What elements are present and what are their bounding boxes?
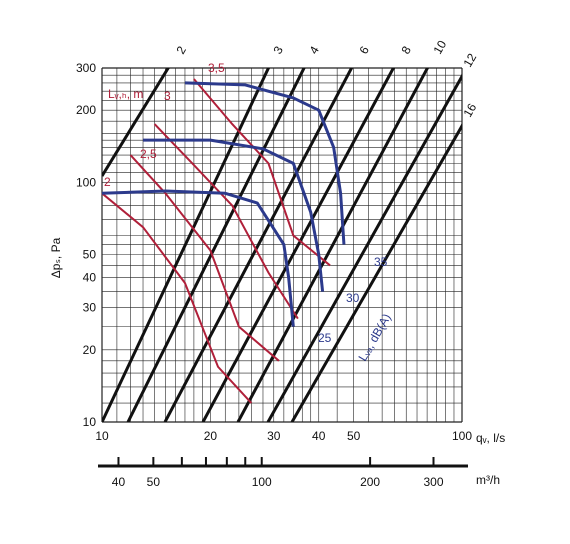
blue-curve-label: 30 [346,291,360,305]
diagonal-line [201,68,396,422]
x-tick-label: 40 [312,429,326,443]
diagonal-label: 3 [270,43,286,56]
red-curve [129,154,280,362]
red-curve-label: 2,5 [140,147,157,161]
blue-curve-label: 35 [374,255,388,269]
x-tick-label: 100 [452,429,472,443]
y-tick-label: 10 [83,415,97,429]
diagonal-lines [102,68,462,422]
x2-tick-label: 100 [252,475,272,489]
diagonal-label: 2 [173,43,189,56]
secondary-axis: 40 50 100 200 300 [98,457,468,489]
red-curve-label: 3 [164,89,171,103]
diagonal-label: 4 [306,43,322,56]
grid [101,67,463,423]
blue-curve [184,81,346,245]
red-curve [101,192,253,404]
y-tick-label: 40 [83,271,97,285]
diagonal-label: 16 [460,101,479,120]
red-legend-label: Lᵥ,ₕ, m [108,87,143,101]
diagonal-label: 12 [460,51,479,70]
diagonal-line [163,68,354,422]
blue-curves: 25 30 35 [101,81,388,345]
blue-legend-label: Lᵥₐ, dB(A) [355,311,393,363]
x2-tick-label: 300 [423,475,443,489]
red-curve [153,123,299,320]
diagonal-line [290,122,462,422]
diagonal-line [266,73,462,422]
red-curve-label: 2 [104,175,111,189]
y-tick-label: 200 [76,103,96,117]
y-tick-label: 20 [83,343,97,357]
x2-tick-label: 50 [147,475,161,489]
tick-labels: 10 20 30 40 50 100 200 300 10 20 30 40 50 100 [76,61,472,443]
x-axis-label: qᵥ, l/s [476,431,505,445]
diagonal-line [126,68,306,422]
x-tick-label: 50 [347,429,361,443]
y-tick-label: 100 [76,175,96,189]
y-tick-label: 300 [76,61,96,75]
x2-axis-label: m³/h [476,473,500,487]
x-tick-label: 30 [267,429,281,443]
diagonal-line [236,68,430,422]
diagonal-label: 10 [430,38,449,57]
x-tick-label: 10 [95,429,109,443]
diagonal-line [102,68,271,422]
diagonal-label: 6 [356,43,372,56]
x2-tick-label: 40 [112,475,126,489]
blue-curve-label: 25 [318,331,332,345]
red-curves: 2 2,5 3 3,5 [101,61,331,404]
blue-curve [143,138,325,292]
x-tick-label: 20 [204,429,218,443]
blue-curve [101,189,295,327]
diagonal-line [102,68,170,177]
x2-tick-label: 200 [360,475,380,489]
diagonal-label: 8 [398,43,414,56]
y-tick-label: 30 [83,301,97,315]
red-curve-label: 3,5 [208,61,225,75]
red-curve [193,78,331,267]
y-axis-label: Δpₛ, Pa [49,237,63,278]
y-tick-label: 50 [83,247,97,261]
